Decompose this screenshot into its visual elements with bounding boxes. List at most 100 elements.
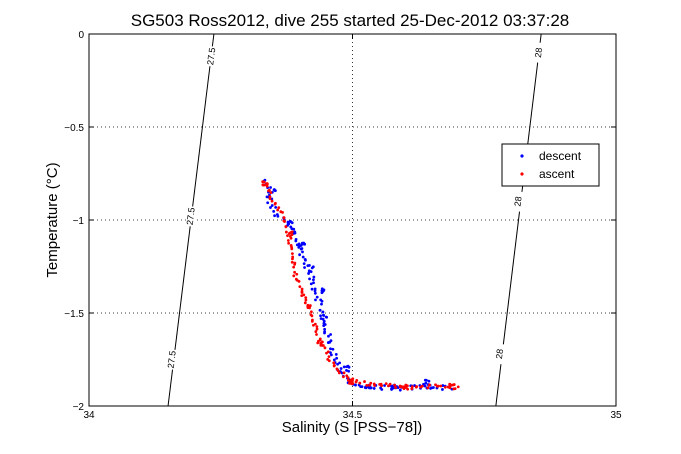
- data-point-descent: [372, 387, 376, 390]
- data-point-ascent: [410, 385, 414, 389]
- data-point-ascent: [286, 239, 290, 242]
- data-point-descent: [441, 388, 444, 391]
- chart-legend: descent ascent: [501, 143, 600, 187]
- data-point-ascent: [348, 381, 351, 385]
- data-point-ascent: [332, 361, 336, 365]
- chart-title: SG503 Ross2012, dive 255 started 25-Dec-…: [131, 11, 570, 30]
- data-point-ascent: [351, 379, 354, 383]
- data-point-ascent: [297, 279, 301, 283]
- contour-label: 28: [512, 196, 523, 207]
- data-point-descent: [298, 253, 302, 257]
- legend-label-descent: descent: [539, 149, 582, 163]
- data-point-ascent: [304, 296, 308, 300]
- data-point-ascent: [273, 202, 277, 206]
- data-point-ascent: [288, 231, 292, 235]
- data-point-ascent: [317, 339, 320, 343]
- data-point-ascent: [287, 241, 291, 245]
- data-point-ascent: [276, 208, 280, 212]
- data-point-descent: [423, 378, 427, 382]
- data-point-ascent: [304, 298, 308, 302]
- contour-label-background: [512, 190, 524, 212]
- data-point-descent: [309, 282, 313, 286]
- data-point-ascent: [292, 274, 296, 278]
- data-point-descent: [329, 333, 333, 336]
- data-point-ascent: [401, 385, 405, 389]
- data-point-ascent: [291, 257, 294, 261]
- data-point-ascent: [368, 383, 371, 387]
- data-point-descent: [292, 227, 296, 231]
- data-point-ascent: [451, 383, 455, 387]
- data-point-descent: [345, 365, 349, 369]
- data-point-descent: [360, 385, 364, 389]
- y-tick-label: −1.5: [64, 309, 84, 320]
- data-point-ascent: [277, 206, 281, 210]
- data-point-descent: [331, 347, 335, 351]
- data-point-ascent: [327, 359, 331, 363]
- data-point-descent: [332, 358, 336, 362]
- data-point-ascent: [319, 342, 323, 346]
- contour-label: 28: [494, 348, 505, 359]
- data-point-descent: [301, 250, 304, 254]
- data-point-ascent: [439, 384, 443, 388]
- data-point-ascent: [284, 230, 288, 234]
- y-tick-label: −2: [73, 402, 85, 413]
- data-point-ascent: [315, 327, 319, 331]
- data-point-ascent: [428, 383, 431, 387]
- data-point-descent: [336, 362, 339, 366]
- data-point-descent: [329, 351, 332, 354]
- data-point-ascent: [290, 233, 294, 236]
- y-tick-label: −0.5: [64, 123, 84, 134]
- data-point-descent: [265, 195, 269, 199]
- data-point-descent: [274, 205, 278, 209]
- plot-area: [89, 34, 616, 406]
- data-point-descent: [269, 186, 272, 189]
- data-point-ascent: [290, 247, 294, 251]
- data-point-descent: [383, 384, 386, 387]
- data-point-ascent: [268, 195, 272, 198]
- data-point-descent: [308, 277, 311, 281]
- data-point-ascent: [404, 385, 407, 389]
- data-point-ascent: [354, 380, 358, 384]
- data-point-ascent: [337, 371, 341, 375]
- data-point-descent: [369, 386, 372, 390]
- data-point-ascent: [315, 333, 318, 336]
- data-point-ascent: [292, 265, 296, 269]
- data-point-descent: [326, 341, 330, 344]
- data-point-descent: [322, 324, 326, 328]
- data-point-descent: [303, 266, 306, 269]
- data-point-ascent: [351, 382, 355, 386]
- data-point-descent: [301, 255, 305, 259]
- data-point-descent: [329, 353, 333, 357]
- data-point-descent: [313, 289, 317, 293]
- x-tick-label: 34: [83, 410, 95, 421]
- data-point-ascent: [443, 385, 447, 389]
- data-point-descent: [441, 384, 445, 387]
- data-point-ascent: [300, 291, 304, 294]
- legend-label-ascent: ascent: [539, 167, 575, 181]
- data-point-ascent: [321, 344, 325, 347]
- contour-label-background: [533, 42, 544, 64]
- data-point-ascent: [326, 350, 330, 354]
- data-point-ascent: [312, 323, 315, 327]
- x-tick-label: 34.5: [343, 410, 363, 421]
- data-point-ascent: [309, 310, 313, 314]
- data-point-ascent: [267, 188, 271, 192]
- contour-label: 27.5: [166, 350, 178, 369]
- data-point-ascent: [346, 376, 350, 380]
- data-point-ascent: [310, 314, 314, 318]
- data-point-descent: [269, 206, 272, 209]
- data-point-descent: [312, 275, 316, 279]
- data-point-descent: [347, 365, 351, 369]
- data-point-ascent: [293, 270, 296, 274]
- data-point-ascent: [290, 230, 294, 234]
- data-point-descent: [266, 201, 270, 205]
- data-point-ascent: [298, 285, 302, 289]
- data-point-ascent: [265, 184, 269, 188]
- data-point-ascent: [341, 375, 345, 379]
- data-point-descent: [322, 289, 325, 293]
- data-point-ascent: [384, 382, 388, 386]
- legend-marker-descent: [520, 154, 524, 158]
- data-point-ascent: [295, 272, 299, 276]
- data-point-descent: [318, 308, 322, 312]
